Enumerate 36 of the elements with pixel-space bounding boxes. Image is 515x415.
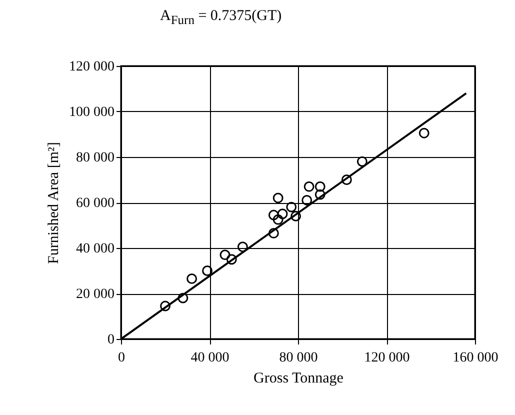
y-tick-label: 60 000 — [76, 196, 114, 211]
y-tick-label: 120 000 — [69, 60, 114, 74]
point — [202, 266, 213, 276]
point — [314, 181, 326, 192]
y-tick-label: 100 000 — [69, 105, 114, 120]
y-tick-label: 80 000 — [76, 150, 114, 166]
point — [268, 210, 279, 220]
point — [226, 254, 237, 265]
x-tick-label: 120 000 — [364, 350, 410, 366]
point — [160, 300, 170, 312]
point — [272, 214, 284, 225]
point — [302, 195, 312, 206]
y-tick-label: 0 — [108, 332, 114, 348]
x-tick-label: 0 — [118, 350, 125, 366]
point — [272, 192, 284, 204]
point — [314, 189, 326, 200]
point — [178, 292, 188, 304]
y-tick-label: 20 000 — [76, 287, 114, 302]
point — [237, 242, 248, 252]
point — [286, 202, 297, 212]
point — [356, 156, 368, 167]
y-tick-label: 40 000 — [76, 242, 114, 256]
point — [277, 208, 288, 220]
x-tick-label: 40 000 — [190, 350, 230, 366]
y-axis-title: Furnished Area [m²] — [46, 142, 62, 264]
x-axis-title: Gross Tonnage — [254, 370, 344, 386]
x-tick-label: 80 000 — [279, 350, 318, 366]
point — [220, 250, 230, 260]
point — [268, 228, 279, 238]
point — [304, 181, 314, 192]
chart-title: A$_{Furn}$ = 0.7375(GT) — [159, 7, 283, 29]
x-tick-label: 160 000 — [452, 350, 498, 366]
point — [186, 274, 198, 284]
point — [290, 210, 302, 222]
point — [341, 174, 352, 185]
point — [418, 128, 430, 138]
